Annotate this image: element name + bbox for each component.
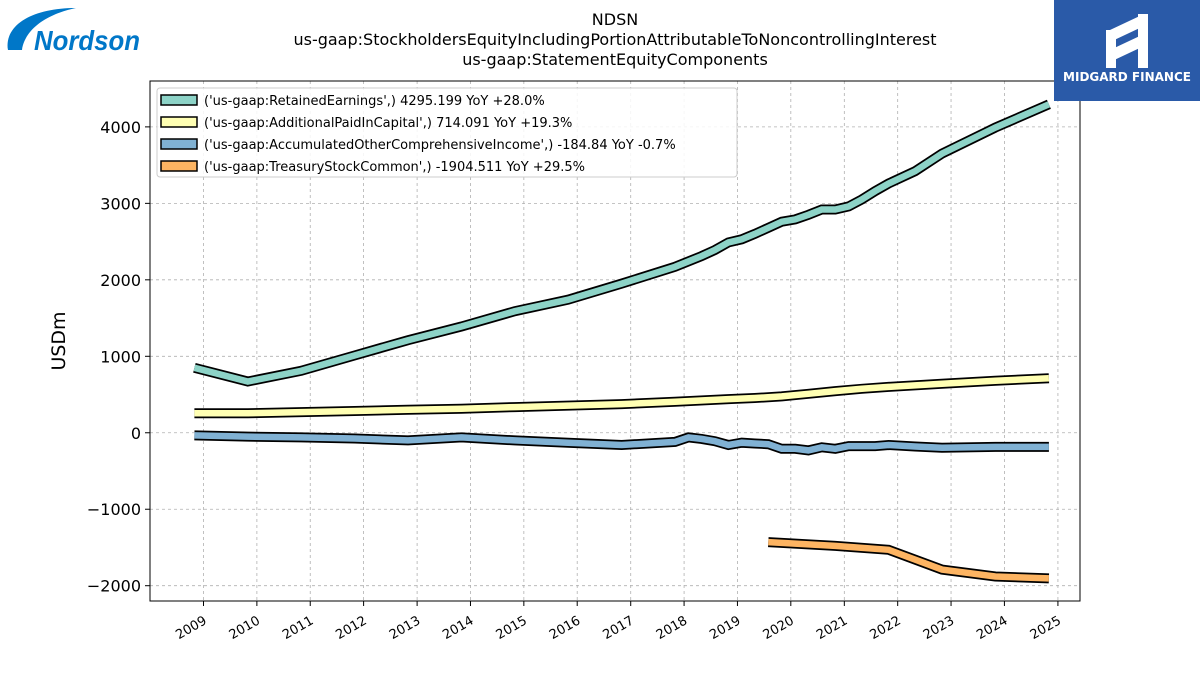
x-tick-label: 2025 bbox=[1028, 613, 1064, 643]
x-axis-ticks: 2009 2010 2011 2012 2013 2014 2015 2016 2017 2018… bbox=[173, 601, 1064, 643]
y-tick-label: −1000 bbox=[87, 500, 141, 519]
y-axis-label: USDm bbox=[48, 311, 70, 370]
legend: ('us-gaap:RetainedEarnings',) 4295.199 Y… bbox=[156, 87, 738, 178]
legend-label: ('us-gaap:TreasuryStockCommon',) -1904.5… bbox=[204, 160, 585, 175]
x-tick-label: 2018 bbox=[654, 613, 690, 643]
y-tick-label: 3000 bbox=[100, 194, 141, 213]
x-tick-label: 2024 bbox=[974, 613, 1010, 643]
y-tick-label: 0 bbox=[131, 424, 141, 443]
x-tick-label: 2011 bbox=[280, 613, 316, 643]
title-ticker: NDSN bbox=[591, 10, 639, 29]
x-tick-label: 2013 bbox=[387, 613, 423, 643]
legend-label: ('us-gaap:AdditionalPaidInCapital',) 714… bbox=[204, 116, 572, 131]
y-tick-label: 1000 bbox=[100, 347, 141, 366]
series-line bbox=[194, 432, 1049, 454]
y-tick-label: −2000 bbox=[87, 577, 141, 596]
x-tick-label: 2023 bbox=[921, 613, 957, 643]
x-tick-label: 2010 bbox=[227, 613, 263, 643]
y-tick-label: 2000 bbox=[100, 271, 141, 290]
chart-title: NDSN us-gaap:StockholdersEquityIncluding… bbox=[265, 10, 965, 70]
legend-swatch bbox=[160, 116, 198, 128]
series-line bbox=[194, 374, 1050, 417]
legend-label: ('us-gaap:RetainedEarnings',) 4295.199 Y… bbox=[204, 94, 545, 109]
x-tick-label: 2022 bbox=[868, 613, 904, 643]
legend-label: ('us-gaap:AccumulatedOtherComprehensiveI… bbox=[204, 138, 676, 153]
title-concept: us-gaap:StockholdersEquityIncludingPorti… bbox=[293, 30, 937, 49]
legend-swatch bbox=[160, 94, 198, 106]
x-tick-label: 2009 bbox=[173, 613, 209, 643]
title-statement: us-gaap:StatementEquityComponents bbox=[462, 50, 768, 69]
x-tick-label: 2019 bbox=[707, 613, 743, 643]
x-tick-label: 2012 bbox=[333, 613, 369, 643]
midgard-finance-logo: MIDGARD FINANCE bbox=[1054, 0, 1200, 101]
x-tick-label: 2021 bbox=[814, 613, 850, 643]
y-axis-ticks: −2000 −1000 0 1000 2000 3000 4000 bbox=[87, 118, 150, 596]
y-tick-label: 4000 bbox=[100, 118, 141, 137]
series-line bbox=[193, 101, 1051, 385]
x-tick-label: 2015 bbox=[494, 613, 530, 643]
legend-box bbox=[156, 87, 738, 178]
x-tick-label: 2014 bbox=[440, 613, 476, 643]
legend-swatch bbox=[160, 160, 198, 172]
series-lines bbox=[193, 99, 1051, 584]
nordson-swoosh-icon bbox=[7, 8, 76, 50]
x-tick-label: 2017 bbox=[601, 613, 637, 643]
midgard-logo-text: MIDGARD FINANCE bbox=[1063, 70, 1191, 84]
legend-swatch bbox=[160, 138, 198, 150]
midgard-m-icon bbox=[1106, 14, 1148, 68]
nordson-logo: Nordson bbox=[7, 8, 140, 56]
x-tick-label: 2016 bbox=[547, 613, 583, 643]
series-line bbox=[768, 538, 1050, 582]
plot-frame bbox=[149, 80, 1081, 602]
x-tick-label: 2020 bbox=[761, 613, 797, 643]
nordson-logo-text: Nordson bbox=[34, 25, 140, 56]
